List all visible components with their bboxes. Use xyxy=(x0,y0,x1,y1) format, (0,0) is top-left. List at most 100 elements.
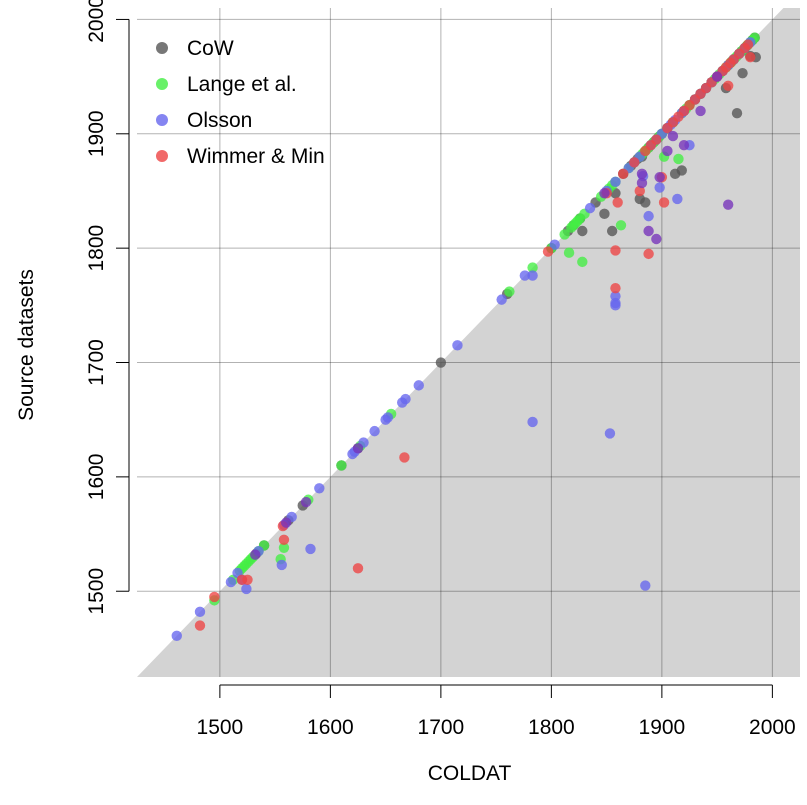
point-olsson xyxy=(527,416,538,428)
x-tick-label: 1900 xyxy=(639,716,686,739)
point-cow xyxy=(737,67,748,79)
point-overlap xyxy=(678,140,690,151)
point-olsson xyxy=(527,270,538,281)
point-overlap xyxy=(280,517,292,528)
y-tick-label: 1700 xyxy=(85,339,108,386)
data-points xyxy=(171,32,761,642)
legend: CoW Lange et al. Olsson Wimmer & Min xyxy=(156,37,325,168)
y-axis-title: Source datasets xyxy=(15,269,38,421)
point-overlap xyxy=(250,549,261,560)
point-olsson xyxy=(314,483,325,494)
x-tick-label: 1800 xyxy=(528,716,575,739)
y-tick-label: 1800 xyxy=(85,225,108,272)
point-overlap xyxy=(636,168,648,180)
point-overlap xyxy=(643,225,654,237)
point-cow xyxy=(435,357,447,368)
plot-area xyxy=(137,8,800,677)
legend-label-olsson: Olsson xyxy=(187,109,252,132)
point-olsson xyxy=(276,559,287,571)
point-olsson xyxy=(171,630,182,642)
point-wimmer-min xyxy=(742,39,754,50)
point-wimmer-min xyxy=(209,591,220,603)
point-lange-et-al xyxy=(563,247,575,258)
legend-label-lange-et-al: Lange et al. xyxy=(187,73,297,96)
point-overlap xyxy=(654,172,665,183)
point-olsson xyxy=(654,182,665,193)
point-cow xyxy=(577,225,588,237)
point-wimmer-min xyxy=(634,185,645,197)
point-olsson xyxy=(369,425,380,437)
point-wimmer-min xyxy=(643,248,654,260)
point-overlap xyxy=(599,188,610,199)
point-olsson xyxy=(496,294,507,305)
point-wimmer-min xyxy=(629,157,640,168)
point-wimmer-min xyxy=(651,134,662,145)
point-olsson xyxy=(672,193,683,205)
point-wimmer-min xyxy=(242,574,253,585)
point-olsson xyxy=(241,583,252,595)
x-axis: 1500 1600 1700 1800 1900 2000 xyxy=(197,684,796,739)
point-wimmer-min xyxy=(542,246,554,257)
point-lange-et-al xyxy=(615,220,627,231)
y-tick-label: 1600 xyxy=(85,454,108,501)
point-olsson xyxy=(225,576,237,588)
y-tick-label: 1500 xyxy=(85,568,108,615)
y-tick-label: 1900 xyxy=(85,110,108,157)
point-lange-et-al xyxy=(278,542,290,553)
legend-marker-wimmer-min xyxy=(156,150,168,162)
legend-marker-olsson xyxy=(156,114,168,126)
point-wimmer-min xyxy=(618,168,629,180)
point-olsson xyxy=(519,270,531,281)
point-lange-et-al xyxy=(527,262,538,273)
point-lange-et-al xyxy=(559,229,570,240)
point-wimmer-min xyxy=(612,197,623,208)
point-overlap xyxy=(636,177,648,189)
point-wimmer-min xyxy=(658,197,670,208)
point-wimmer-min xyxy=(610,282,621,294)
point-olsson xyxy=(584,202,596,214)
point-olsson xyxy=(610,300,621,311)
point-lange-et-al xyxy=(504,286,515,297)
point-olsson xyxy=(452,340,463,351)
x-tick-label: 1500 xyxy=(197,716,244,739)
point-olsson xyxy=(382,412,394,423)
x-tick-label: 1700 xyxy=(418,716,465,739)
point-olsson xyxy=(400,393,411,405)
point-overlap xyxy=(662,145,673,157)
legend-label-wimmer-min: Wimmer & Min xyxy=(187,145,325,168)
point-wimmer-min xyxy=(610,245,621,256)
point-olsson xyxy=(413,380,424,391)
point-cow xyxy=(599,208,610,220)
point-olsson xyxy=(305,543,316,555)
x-axis-title: COLDAT xyxy=(428,762,512,785)
point-lange-et-al xyxy=(577,256,588,268)
point-cow xyxy=(731,108,743,119)
grid-lines xyxy=(137,8,800,677)
x-tick-label: 1600 xyxy=(307,716,354,739)
point-overlap xyxy=(695,105,706,117)
legend-label-cow: CoW xyxy=(187,37,234,60)
point-olsson xyxy=(610,176,621,188)
point-wimmer-min xyxy=(352,563,364,574)
point-wimmer-min xyxy=(278,534,290,545)
x-tick-label: 2000 xyxy=(749,716,796,739)
point-overlap xyxy=(667,130,679,142)
point-olsson xyxy=(194,606,206,618)
y-tick-label: 2000 xyxy=(85,0,108,43)
point-olsson xyxy=(604,428,616,439)
point-wimmer-min xyxy=(194,620,206,631)
point-olsson xyxy=(643,210,654,222)
point-overlap xyxy=(711,71,723,82)
legend-marker-cow xyxy=(156,42,168,54)
point-olsson xyxy=(640,580,651,591)
y-axis: 1500 1600 1700 1800 1900 2000 xyxy=(85,0,130,615)
point-cow xyxy=(606,225,618,237)
point-overlap xyxy=(722,199,734,210)
point-lange-et-al xyxy=(336,460,347,471)
point-cow xyxy=(640,197,651,208)
point-overlap xyxy=(651,233,662,245)
point-wimmer-min xyxy=(399,452,410,463)
point-olsson xyxy=(549,239,560,250)
point-cow xyxy=(676,165,687,176)
